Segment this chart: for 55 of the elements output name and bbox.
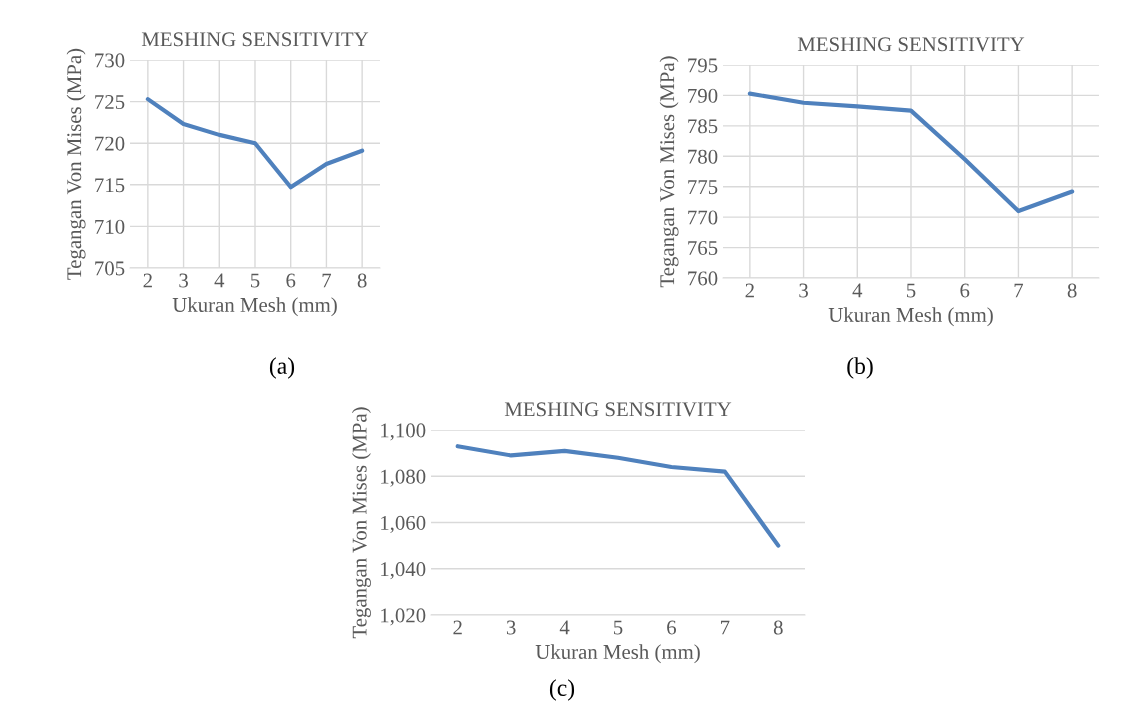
x-tick-label: 7 (721, 620, 730, 635)
x-tick-label: 5 (907, 283, 916, 298)
y-tick-label: 765 (688, 241, 718, 255)
text: (b) (847, 357, 873, 379)
x-axis-title: Ukuran Mesh (mm) (828, 307, 993, 327)
y-tick-label: 790 (688, 88, 718, 103)
y-tick-label: 705 (95, 261, 125, 276)
y-tick-label: 710 (95, 219, 125, 234)
x-tick-label: 6 (286, 273, 296, 288)
chart-title: MESHING SENSITIVITY (504, 402, 732, 417)
y-tick-label: 1,080 (381, 469, 426, 487)
y-tick-label: 730 (95, 53, 125, 68)
chart-title: MESHING SENSITIVITY (797, 37, 1025, 52)
y-tick-label: 760 (688, 271, 718, 286)
x-tick-label: 2 (745, 283, 754, 298)
x-tick-label: 8 (773, 620, 783, 635)
y-tick-label: 770 (688, 210, 718, 225)
line-series (455, 444, 781, 548)
x-tick-label: 7 (1014, 283, 1024, 298)
x-tick-label: 6 (667, 620, 677, 635)
y-axis-title: Tegangan Von Mises (MPa) (659, 56, 679, 288)
y-tick-label: 785 (688, 119, 718, 134)
x-tick-label: 3 (179, 273, 188, 288)
x-tick-label: 8 (1067, 283, 1077, 298)
x-tick-label: 4 (214, 273, 225, 288)
y-axis-title: Tegangan Von Mises (MPa) (66, 48, 86, 280)
x-tick-label: 8 (357, 273, 367, 288)
x-tick-label: 7 (322, 273, 332, 288)
x-axis-title: Ukuran Mesh (mm) (172, 297, 337, 317)
line-series (747, 91, 1075, 214)
y-tick-label: 775 (688, 180, 718, 195)
y-tick-label: 720 (95, 136, 125, 151)
chart-title: MESHING SENSITIVITY (141, 32, 369, 47)
x-tick-label: 2 (453, 620, 462, 635)
x-axis-title: Ukuran Mesh (mm) (535, 644, 700, 664)
x-tick-label: 3 (506, 620, 516, 635)
x-tick-label: 5 (614, 620, 623, 635)
line-series (145, 97, 365, 190)
y-tick-label: 1,040 (381, 562, 426, 580)
text: (a) (269, 357, 295, 379)
y-tick-label: 780 (688, 149, 718, 164)
x-tick-label: 4 (852, 283, 863, 298)
x-tick-label: 4 (559, 620, 570, 635)
text: (c) (549, 679, 575, 701)
x-tick-label: 5 (251, 273, 260, 288)
x-tick-label: 6 (960, 283, 970, 298)
y-tick-label: 715 (95, 178, 125, 193)
y-tick-label: 1,020 (381, 608, 426, 626)
x-tick-label: 2 (143, 273, 152, 288)
y-tick-label: 725 (95, 95, 125, 110)
y-tick-label: 1,100 (381, 423, 426, 441)
x-tick-label: 3 (799, 283, 808, 298)
y-tick-label: 795 (688, 58, 718, 73)
y-axis-title: Tegangan Von Mises (MPa) (351, 407, 371, 639)
y-tick-label: 1,060 (381, 515, 426, 533)
